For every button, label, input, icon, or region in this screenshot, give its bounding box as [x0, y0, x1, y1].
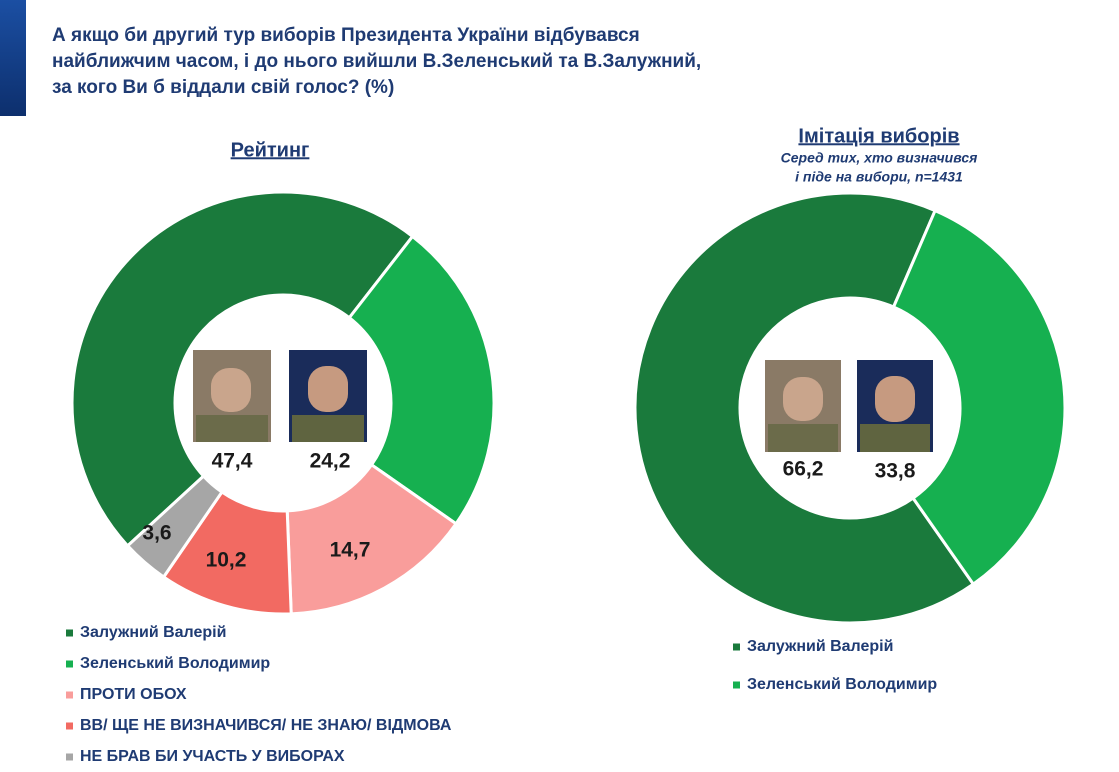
- data-label: 66,2: [783, 458, 824, 481]
- title: А якщо би другий тур виборів Президента …: [52, 25, 701, 98]
- title-line: А якщо би другий тур виборів Президента …: [52, 25, 640, 46]
- legend-swatch: [66, 629, 73, 637]
- donut-segment: [633, 191, 976, 625]
- portrait-face: [783, 377, 823, 421]
- legend-swatch: [66, 691, 73, 699]
- data-label: 14,7: [330, 539, 371, 562]
- legend-label: Зеленський Володимир: [747, 676, 937, 693]
- donut-segment: [891, 208, 1067, 587]
- title-line: найближчим часом, і до нього вийшли В.Зе…: [52, 51, 701, 72]
- legend-swatch: [733, 643, 740, 651]
- title-line: за кого Ви б віддали свій голос? (%): [52, 77, 394, 98]
- portrait-face: [308, 366, 348, 412]
- legend-swatch: [66, 753, 73, 761]
- donut-segment: [347, 234, 496, 526]
- legend-swatch: [66, 660, 73, 668]
- chart-title: Імітація виборів: [798, 125, 959, 147]
- portrait-face: [875, 376, 915, 422]
- donut-segment: [125, 473, 224, 580]
- portrait-body: [768, 424, 838, 452]
- data-label: 47,4: [212, 450, 253, 473]
- legend-label: НЕ БРАВ БИ УЧАСТЬ У ВИБОРАХ: [80, 748, 345, 765]
- data-label: 10,2: [206, 549, 247, 572]
- legend-label: Залужний Валерій: [80, 624, 226, 641]
- chart-title: Рейтинг: [231, 139, 310, 161]
- chart-subtitle: і піде на вибори, n=1431: [795, 169, 963, 185]
- chart-subtitle: Серед тих, хто визначився: [781, 150, 978, 166]
- data-label: 24,2: [310, 450, 351, 473]
- donut-segment: [285, 462, 459, 616]
- legend-label: Зеленський Володимир: [80, 655, 270, 672]
- portrait-body: [860, 424, 930, 452]
- header-accent: [0, 0, 26, 116]
- legend-swatch: [66, 722, 73, 730]
- legend-label: ПРОТИ ОБОХ: [80, 686, 187, 703]
- legend-label: ВВ/ ЩЕ НЕ ВИЗНАЧИВСЯ/ НЕ ЗНАЮ/ ВІДМОВА: [80, 717, 452, 734]
- donut-segment: [70, 190, 415, 548]
- legend-swatch: [733, 681, 740, 689]
- legend-label: Залужний Валерій: [747, 638, 893, 655]
- portrait-body: [292, 415, 364, 442]
- portrait-face: [211, 368, 251, 412]
- portraits: [193, 350, 933, 452]
- portrait-body: [196, 415, 268, 442]
- data-label: 33,8: [875, 460, 916, 483]
- data-label: 3,6: [142, 522, 171, 545]
